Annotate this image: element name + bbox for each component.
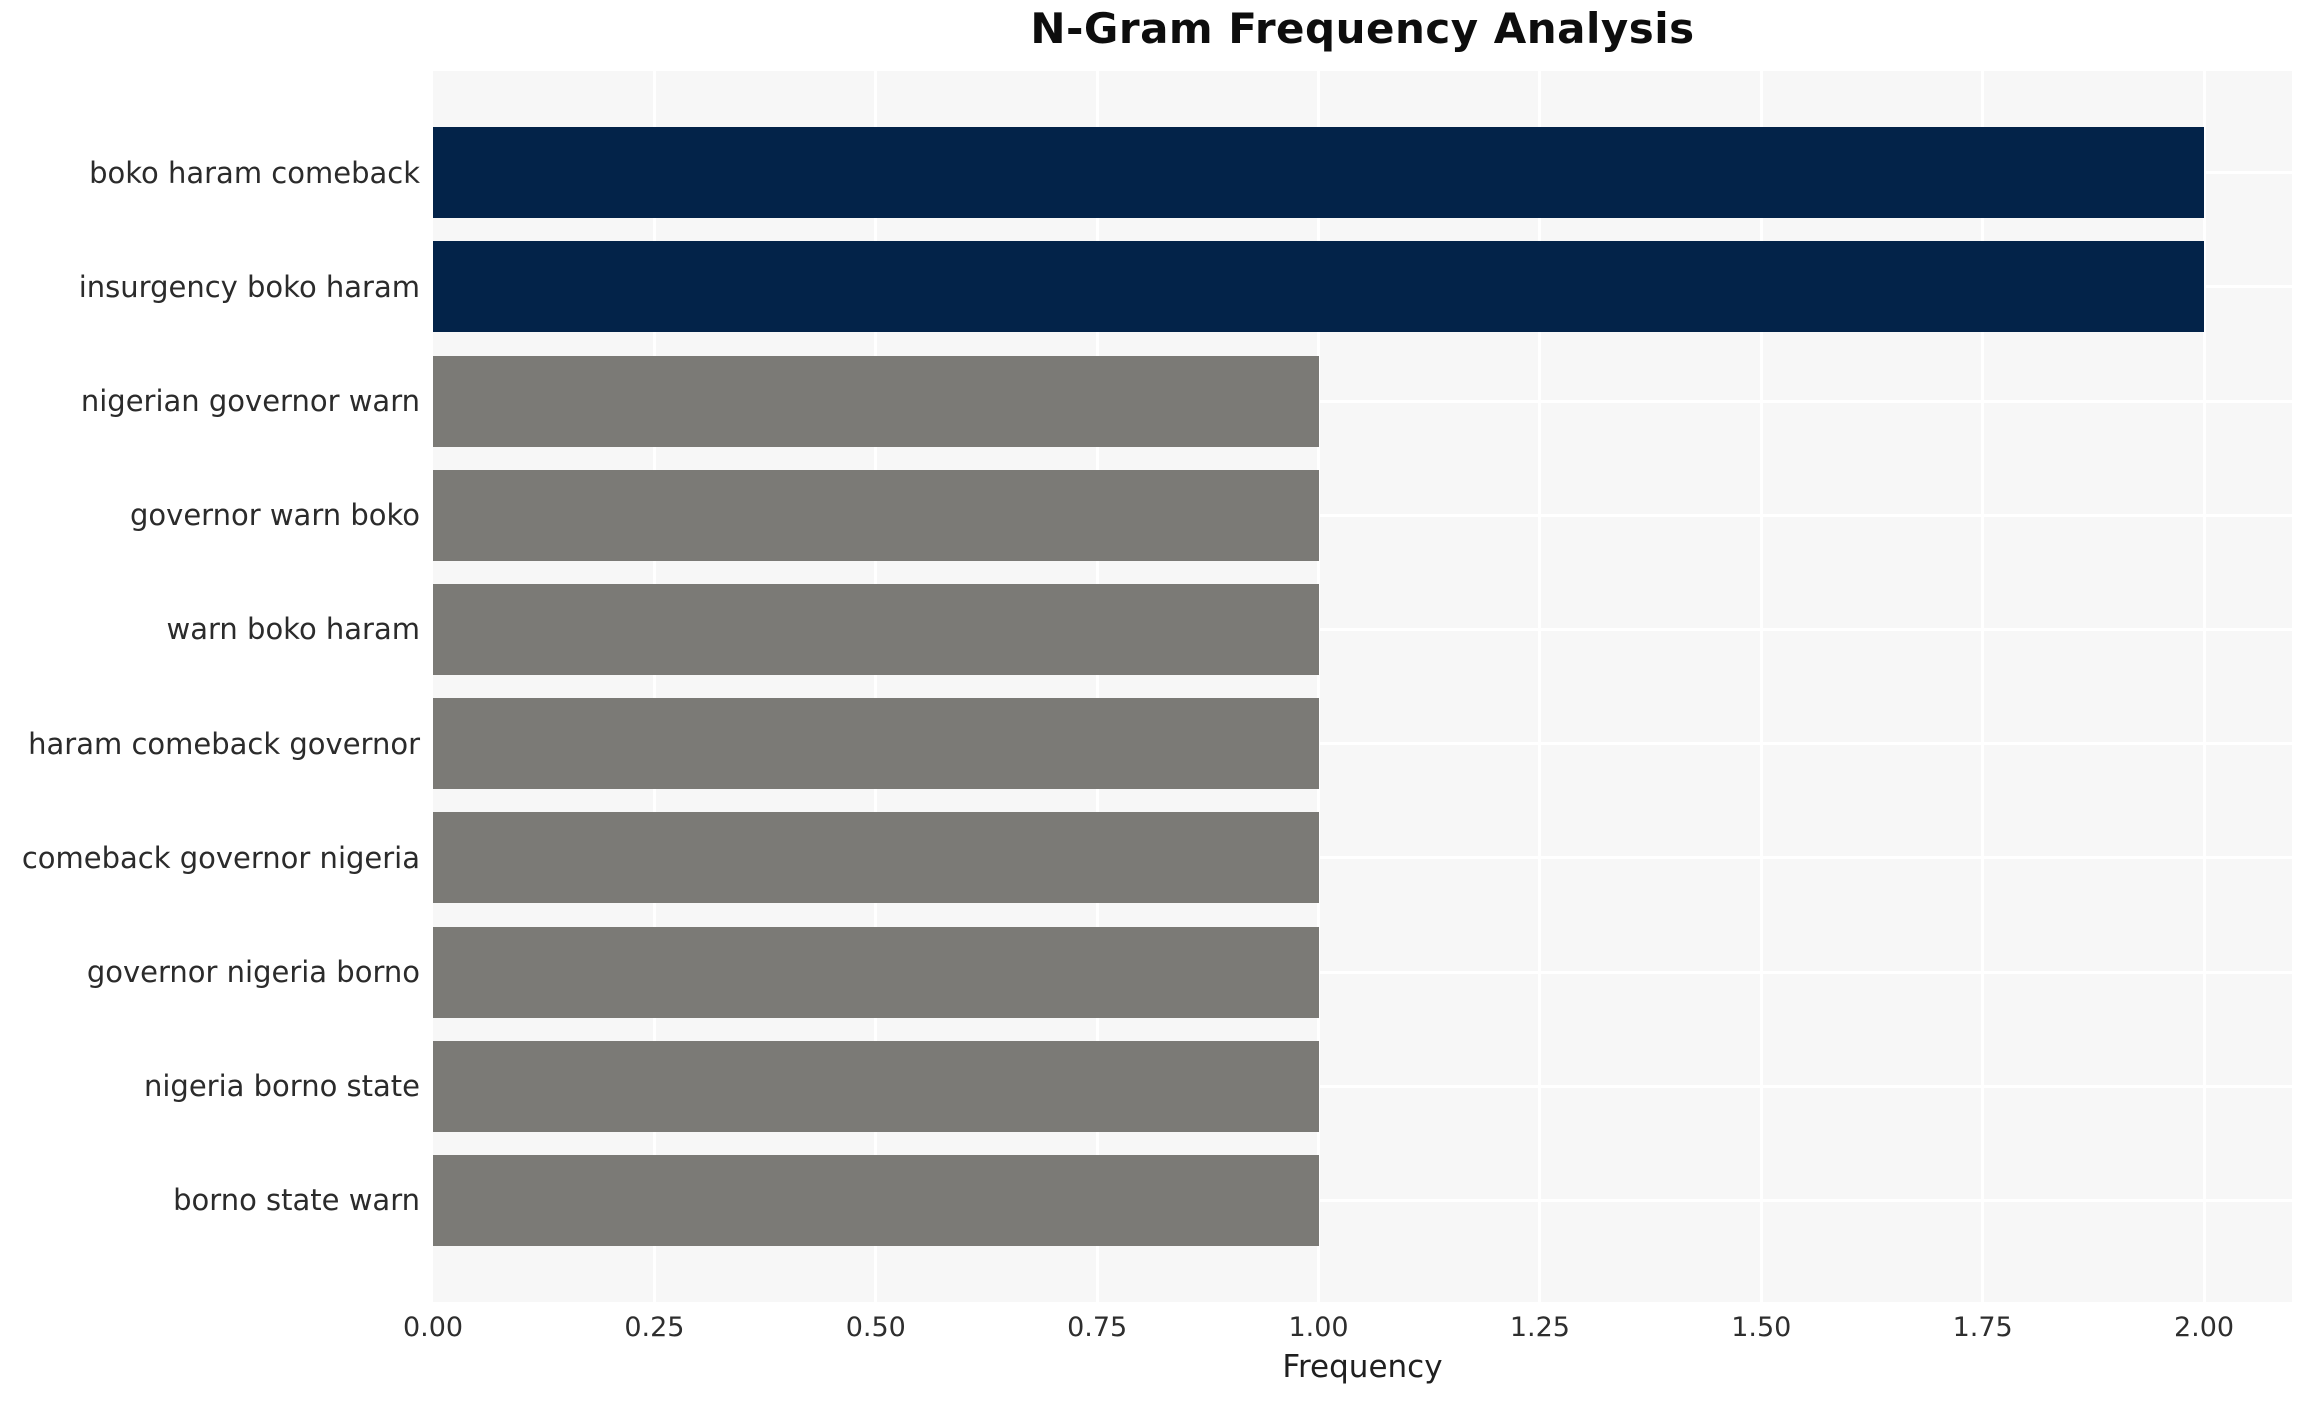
x-tick-label: 2.00: [2173, 1312, 2235, 1343]
bar-nigerian-governor-warn: [433, 355, 1319, 447]
horizontal-gridline: [433, 1198, 2292, 1202]
bar-borno-state-warn: [433, 1154, 1319, 1246]
horizontal-gridline: [433, 856, 2292, 860]
y-tick-label: nigerian governor warn: [80, 384, 420, 418]
bar-boko-haram-comeback: [433, 127, 2204, 219]
chart-title: N-Gram Frequency Analysis: [1030, 4, 1695, 53]
plot-area: [433, 71, 2292, 1302]
x-tick-label: 0.75: [1067, 1312, 1128, 1343]
x-tick-label: 0.50: [845, 1312, 906, 1343]
vertical-gridline: [874, 71, 878, 1302]
x-tick-label: 1.00: [1288, 1312, 1349, 1343]
x-tick-label: 0.00: [402, 1312, 464, 1343]
vertical-gridline: [1538, 71, 1542, 1302]
x-tick-label: 1.75: [1952, 1312, 2013, 1343]
horizontal-gridline: [433, 742, 2292, 746]
y-tick-label: nigeria borno state: [143, 1069, 420, 1104]
horizontal-gridline: [433, 513, 2292, 517]
horizontal-gridline: [433, 627, 2292, 631]
y-tick-label: warn boko haram: [166, 612, 420, 647]
bar-governor-nigeria-borno: [433, 926, 1319, 1018]
horizontal-gridline: [433, 399, 2292, 403]
y-tick-label: governor nigeria borno: [86, 955, 420, 989]
vertical-gridline: [652, 71, 656, 1302]
x-tick-label: 1.50: [1731, 1312, 1792, 1343]
y-tick-label: governor warn boko: [130, 498, 420, 533]
y-tick-label: borno state warn: [173, 1183, 420, 1218]
bar-comeback-governor-nigeria: [433, 812, 1319, 904]
bar-insurgency-boko-haram: [433, 241, 2204, 333]
y-tick-label: insurgency boko haram: [78, 269, 420, 304]
x-tick-label: 0.25: [624, 1312, 685, 1343]
x-axis-label: Frequency: [1282, 1349, 1443, 1385]
vertical-gridline: [1095, 71, 1099, 1302]
bar-warn-boko-haram: [433, 583, 1319, 675]
y-tick-label: haram comeback governor: [28, 726, 420, 761]
y-tick-label: comeback governor nigeria: [21, 840, 420, 875]
y-tick-label: boko haram comeback: [89, 155, 420, 190]
vertical-gridline: [1759, 71, 1763, 1302]
x-tick-label: 1.25: [1509, 1312, 1570, 1343]
vertical-gridline: [1317, 71, 1320, 1302]
bar-governor-warn-boko: [433, 469, 1319, 561]
vertical-gridline: [1981, 71, 1985, 1302]
horizontal-gridline: [433, 970, 2292, 974]
bar-haram-comeback-governor: [433, 698, 1319, 790]
bar-nigeria-borno-state: [433, 1040, 1319, 1132]
vertical-gridline: [2202, 71, 2206, 1302]
horizontal-gridline: [433, 1084, 2292, 1088]
